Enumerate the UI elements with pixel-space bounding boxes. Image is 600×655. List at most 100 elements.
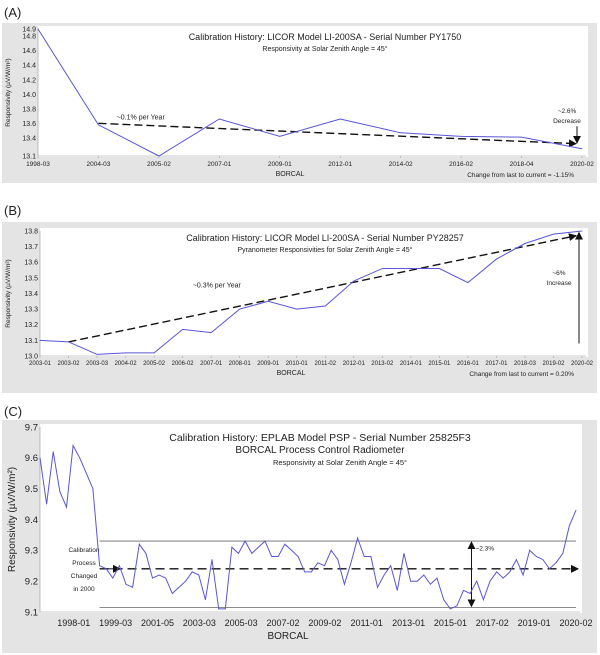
data-point bbox=[509, 571, 511, 573]
data-point bbox=[535, 556, 537, 557]
data-point bbox=[502, 577, 504, 579]
x-tick-label: 2016-02 bbox=[449, 161, 473, 168]
data-point bbox=[99, 565, 100, 567]
x-tick-label: 2007-02 bbox=[267, 618, 300, 628]
x-tick-label: 2013-01 bbox=[392, 618, 425, 628]
x-tick-label: 2003-01 bbox=[29, 361, 52, 367]
x-tick-label: 2009-01 bbox=[257, 361, 280, 367]
data-point bbox=[171, 593, 173, 594]
y-axis-label: Responsivity (µV/W/m²) bbox=[5, 259, 12, 327]
data-point bbox=[383, 574, 385, 576]
data-point bbox=[132, 586, 134, 588]
data-point bbox=[244, 540, 246, 542]
data-point bbox=[145, 553, 147, 554]
data-point bbox=[324, 305, 326, 307]
plot-area bbox=[38, 26, 588, 157]
data-point bbox=[239, 308, 241, 310]
data-point bbox=[59, 491, 61, 493]
data-point bbox=[267, 300, 269, 302]
x-tick-label: 2012-01 bbox=[343, 361, 366, 367]
data-point bbox=[152, 577, 153, 579]
y-tick-label: 9.6 bbox=[25, 453, 38, 464]
x-tick-label: 2011-01 bbox=[351, 618, 383, 628]
data-point bbox=[66, 506, 67, 508]
data-point bbox=[482, 599, 484, 601]
y-tick-label: 14.0 bbox=[22, 92, 36, 99]
data-point bbox=[191, 571, 193, 573]
x-tick-label: 2017-02 bbox=[476, 618, 509, 628]
data-point bbox=[279, 136, 281, 137]
data-point bbox=[46, 503, 48, 505]
data-point bbox=[443, 599, 445, 601]
x-tick-label: 2013-02 bbox=[371, 361, 394, 367]
y-tick-label: 14.2 bbox=[22, 77, 36, 84]
data-point bbox=[310, 571, 312, 573]
data-point bbox=[467, 282, 469, 283]
data-point bbox=[98, 124, 99, 126]
data-point bbox=[381, 268, 383, 269]
y-tick-label: 13.4 bbox=[24, 291, 38, 298]
responsivity-series-line bbox=[39, 443, 577, 610]
data-point bbox=[449, 608, 451, 610]
data-point bbox=[210, 332, 212, 333]
data-point bbox=[68, 341, 69, 343]
y-tick-label: 14.4 bbox=[22, 63, 36, 70]
data-point bbox=[317, 562, 319, 564]
data-point bbox=[423, 574, 425, 576]
x-tick-label: 2006-02 bbox=[172, 361, 195, 367]
data-point bbox=[39, 339, 41, 341]
x-tick-label: 2017-01 bbox=[485, 361, 508, 367]
data-point bbox=[37, 28, 39, 30]
x-tick-label: 2001-05 bbox=[141, 618, 174, 628]
x-tick-label: 2004-03 bbox=[87, 161, 111, 168]
data-point bbox=[469, 593, 471, 594]
x-tick-label: 2020-02 bbox=[570, 161, 594, 168]
data-point bbox=[489, 580, 491, 582]
data-point bbox=[125, 352, 126, 354]
x-tick-label: 2019-01 bbox=[518, 618, 551, 628]
data-point bbox=[521, 136, 522, 138]
data-point bbox=[96, 354, 98, 355]
data-point bbox=[231, 546, 233, 548]
data-point bbox=[264, 540, 266, 542]
data-point bbox=[370, 556, 372, 557]
data-point bbox=[410, 268, 412, 269]
data-point bbox=[112, 577, 114, 579]
x-tick-label: 2005-02 bbox=[143, 361, 166, 367]
data-point bbox=[297, 556, 299, 557]
x-tick-label: 2004-02 bbox=[115, 361, 138, 367]
data-point bbox=[158, 155, 160, 157]
y-tick-label: 13.3 bbox=[24, 307, 38, 314]
process-change-note: Calibration bbox=[68, 547, 99, 554]
data-point bbox=[524, 243, 526, 244]
data-point bbox=[416, 580, 418, 582]
x-tick-label: 2018-04 bbox=[510, 161, 534, 168]
plot-area bbox=[40, 228, 588, 357]
plot-area bbox=[40, 424, 582, 613]
change-footer: Change from last to current = 0.20% bbox=[469, 371, 574, 378]
data-point bbox=[291, 549, 292, 551]
x-axis-label: BORCAL bbox=[276, 171, 305, 178]
chart-subtitle-2: Responsivity at Solar Zenith Angle = 45° bbox=[273, 458, 407, 467]
data-point bbox=[304, 571, 306, 573]
data-point bbox=[363, 556, 365, 557]
data-point bbox=[211, 559, 213, 560]
data-point bbox=[337, 559, 339, 560]
data-point bbox=[330, 549, 332, 551]
y-tick-label: 9.3 bbox=[25, 546, 38, 557]
data-point bbox=[284, 543, 286, 545]
x-tick-label: 1999-03 bbox=[99, 618, 132, 628]
data-point bbox=[238, 553, 239, 554]
data-point bbox=[198, 574, 200, 576]
data-point bbox=[343, 583, 345, 585]
y-tick-label: 13.2 bbox=[24, 322, 38, 329]
data-point bbox=[85, 472, 87, 474]
change-annotation: Decrease bbox=[553, 118, 581, 125]
data-point bbox=[92, 488, 94, 490]
y-tick-label: 9.2 bbox=[25, 576, 38, 587]
data-point bbox=[403, 553, 405, 554]
data-point bbox=[496, 571, 497, 573]
panel-label: (A) bbox=[4, 5, 21, 20]
trend-line bbox=[68, 233, 577, 343]
